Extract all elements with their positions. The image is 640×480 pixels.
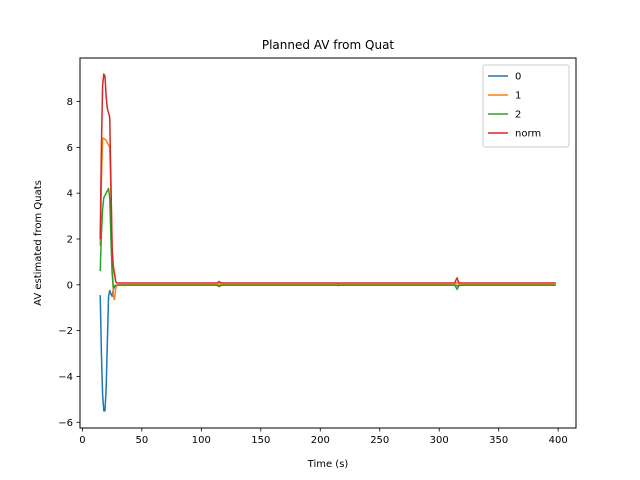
y-tick-label: 4 [67,189,73,200]
legend: 0 1 2 norm [482,64,570,148]
series-line-norm [99,73,556,285]
y-tick-label: 6 [67,143,73,154]
x-axis: 0 50 100 150 200 250 300 350 400 [79,428,568,446]
x-tick-label: 400 [549,435,568,446]
x-axis-label: Time (s) [307,459,349,470]
x-tick-label: 150 [251,435,270,446]
x-tick-label: 200 [311,435,330,446]
legend-entry-label: 0 [515,72,521,83]
legend-entry-label: 1 [515,91,521,102]
legend-box [482,64,570,148]
axes-frame [79,57,577,429]
y-tick-label: 2 [67,234,73,245]
x-tick-label: 300 [430,435,449,446]
x-tick-label: 0 [79,435,85,446]
y-tick-label: −6 [58,418,73,429]
x-tick-label: 350 [489,435,508,446]
y-tick-label: 0 [67,280,73,291]
legend-entry-label: 2 [515,110,521,121]
y-tick-label: −4 [58,372,73,383]
series-line-2 [99,187,556,291]
plot-area [99,73,556,412]
y-axis: −6 −4 −2 0 2 4 6 8 [58,97,80,429]
y-tick-label: −2 [58,326,73,337]
series-line-0 [99,284,556,412]
y-tick-label: 8 [67,97,73,108]
x-tick-label: 50 [135,435,148,446]
x-tick-label: 100 [192,435,211,446]
legend-entry-label: norm [515,129,541,140]
x-tick-label: 250 [370,435,389,446]
series-line-1 [99,137,556,301]
chart-title: Planned AV from Quat [262,38,395,52]
y-axis-label: AV estimated from Quats [33,180,44,306]
